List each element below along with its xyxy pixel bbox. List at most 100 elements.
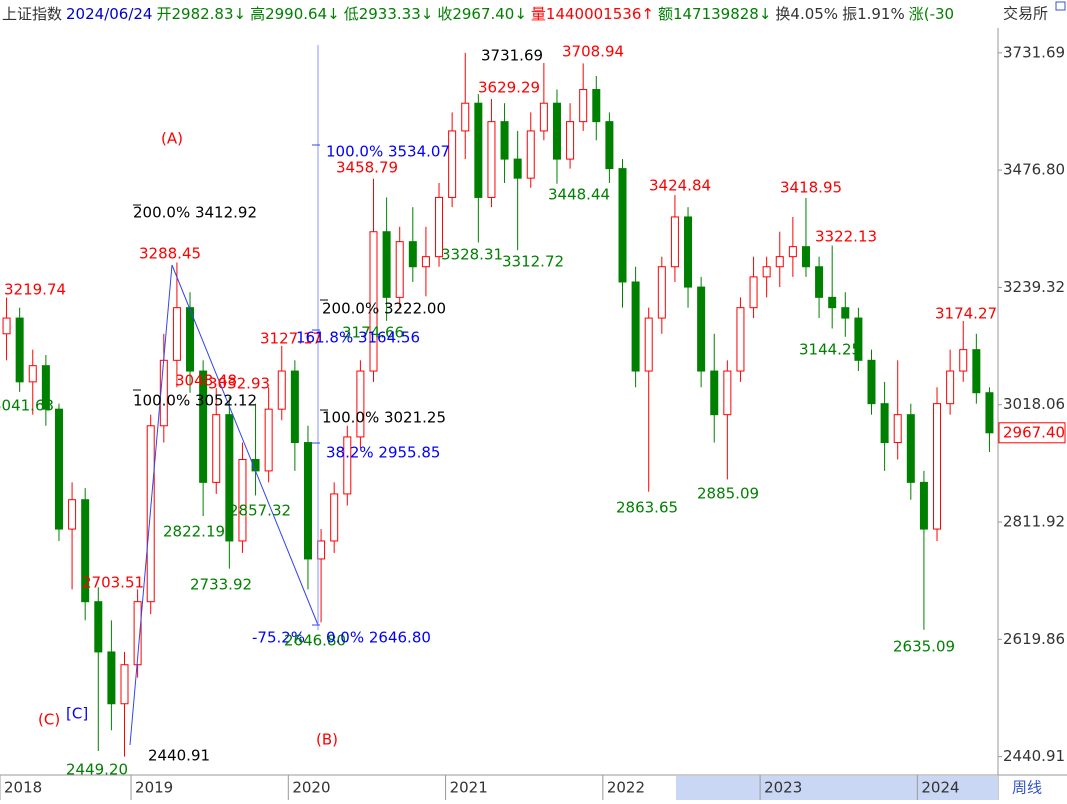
annotation: 3288.45 bbox=[139, 245, 201, 263]
candle-body bbox=[723, 370, 732, 416]
annotation: 200.0% 3412.92 bbox=[133, 204, 257, 222]
candle-body bbox=[526, 130, 535, 179]
candle-body bbox=[461, 102, 470, 132]
y-tick-label: 3239.32 bbox=[1003, 278, 1065, 296]
exchange-label[interactable]: 交易所 bbox=[1003, 5, 1048, 23]
annotation: 3312.72 bbox=[502, 253, 564, 271]
candle-body bbox=[54, 408, 63, 530]
annotation: 200.0% 3222.00 bbox=[322, 300, 446, 318]
candle-body bbox=[15, 317, 24, 383]
candle-body bbox=[107, 651, 116, 705]
candle-body bbox=[408, 241, 417, 268]
header-item: 换4.05% bbox=[775, 5, 838, 23]
candle-body bbox=[303, 442, 312, 560]
candle-body bbox=[867, 359, 876, 405]
candle-body bbox=[801, 246, 810, 268]
annotation: 100.0% 3052.12 bbox=[133, 392, 257, 410]
candle-body bbox=[225, 414, 234, 542]
candle-body bbox=[854, 317, 863, 361]
annotation: 100.0% 3021.25 bbox=[322, 409, 446, 427]
annotation: 3127.17 bbox=[260, 330, 322, 348]
y-tick-label: 3018.06 bbox=[1003, 395, 1065, 413]
candle-body bbox=[500, 121, 509, 160]
annotation: 2863.65 bbox=[616, 499, 678, 517]
annotation: 2635.09 bbox=[893, 638, 955, 656]
header-bar bbox=[0, 0, 1067, 28]
y-tick-label: 3731.69 bbox=[1003, 43, 1065, 61]
annotation: (C) bbox=[38, 711, 60, 729]
candle-body bbox=[28, 365, 37, 383]
annotation: 3458.79 bbox=[336, 159, 398, 177]
candle-body bbox=[815, 266, 824, 298]
candle-body bbox=[513, 158, 522, 179]
candle-body bbox=[552, 102, 561, 160]
annotation: 38.2% 2955.85 bbox=[326, 444, 440, 462]
header-item: 上证指数 bbox=[2, 5, 62, 23]
candle-body bbox=[448, 130, 457, 198]
candle-body bbox=[880, 403, 889, 444]
candle-body bbox=[68, 499, 77, 530]
candle-body bbox=[186, 307, 195, 372]
annotation: 3629.29 bbox=[478, 79, 540, 97]
annotation: 2440.91 bbox=[148, 747, 210, 765]
x-axis-highlight bbox=[676, 776, 998, 800]
candle-body bbox=[946, 370, 955, 405]
annotation: (A) bbox=[161, 130, 183, 148]
period-label[interactable]: 周线 bbox=[1012, 779, 1042, 797]
candle-body bbox=[972, 349, 981, 394]
header-item: 开2982.83↓ bbox=[156, 5, 246, 23]
candle-body bbox=[933, 403, 942, 530]
annotation: 2646.80 bbox=[284, 632, 346, 650]
x-tick-label: 2023 bbox=[764, 779, 802, 797]
candle-body bbox=[487, 121, 496, 198]
candle-body bbox=[435, 196, 444, 258]
candle-body bbox=[605, 121, 614, 170]
header: 上证指数 2024/06/24 开2982.83↓ 高2990.64↓ 低2933.33… bbox=[2, 5, 954, 23]
header-item: 2024/06/24 bbox=[66, 5, 152, 23]
header-item: 高2990.64↓ bbox=[250, 5, 340, 23]
annotation: 3418.95 bbox=[780, 179, 842, 197]
candle-body bbox=[199, 370, 208, 483]
candle-body bbox=[618, 168, 627, 283]
annotation: 3144.25 bbox=[799, 341, 861, 359]
header-item: 振1.91% bbox=[842, 5, 905, 23]
annotation: 2885.09 bbox=[697, 485, 759, 503]
annotation: 3328.31 bbox=[441, 246, 503, 264]
candle-body bbox=[421, 256, 430, 268]
annotation: 3041.63 bbox=[0, 397, 54, 415]
candle-body bbox=[657, 266, 666, 319]
candle-body bbox=[395, 241, 404, 298]
annotation: 3032.93 bbox=[208, 375, 270, 393]
annotation: 2733.92 bbox=[190, 576, 252, 594]
x-tick-label: 2020 bbox=[292, 779, 330, 797]
candle-body bbox=[762, 266, 771, 278]
candle-body bbox=[120, 664, 129, 705]
candle-body bbox=[81, 499, 90, 603]
candle-body bbox=[317, 540, 326, 560]
y-tick-label: 2811.92 bbox=[1003, 513, 1065, 531]
header-item: 涨(-30 bbox=[909, 5, 954, 23]
candle-body bbox=[94, 601, 103, 653]
icon[interactable] bbox=[1055, 1, 1066, 11]
candle-body bbox=[264, 408, 273, 472]
candle-body bbox=[238, 458, 247, 542]
candle-body bbox=[710, 370, 719, 416]
candle-body bbox=[566, 121, 575, 160]
candle-body bbox=[212, 414, 221, 483]
candle-body bbox=[41, 365, 50, 410]
plot-area: 3219.74 3041.63 2703.51 2449.20 (C) [C] 2440.9… bbox=[0, 43, 997, 779]
candle-body bbox=[893, 414, 902, 444]
candle-body bbox=[592, 89, 601, 123]
last-price-label: 2967.40 bbox=[1003, 423, 1065, 441]
x-tick-label: 2019 bbox=[135, 779, 173, 797]
annotation: -75.2% bbox=[252, 629, 305, 647]
candle-body bbox=[474, 102, 483, 198]
header-item: 收2967.40↓ bbox=[437, 5, 527, 23]
candle-body bbox=[841, 307, 850, 319]
candle-body bbox=[343, 436, 352, 495]
annotation: 2449.20 bbox=[66, 761, 128, 779]
candle-body bbox=[697, 286, 706, 372]
annotation: (B) bbox=[316, 731, 338, 749]
candle-body bbox=[290, 370, 299, 444]
